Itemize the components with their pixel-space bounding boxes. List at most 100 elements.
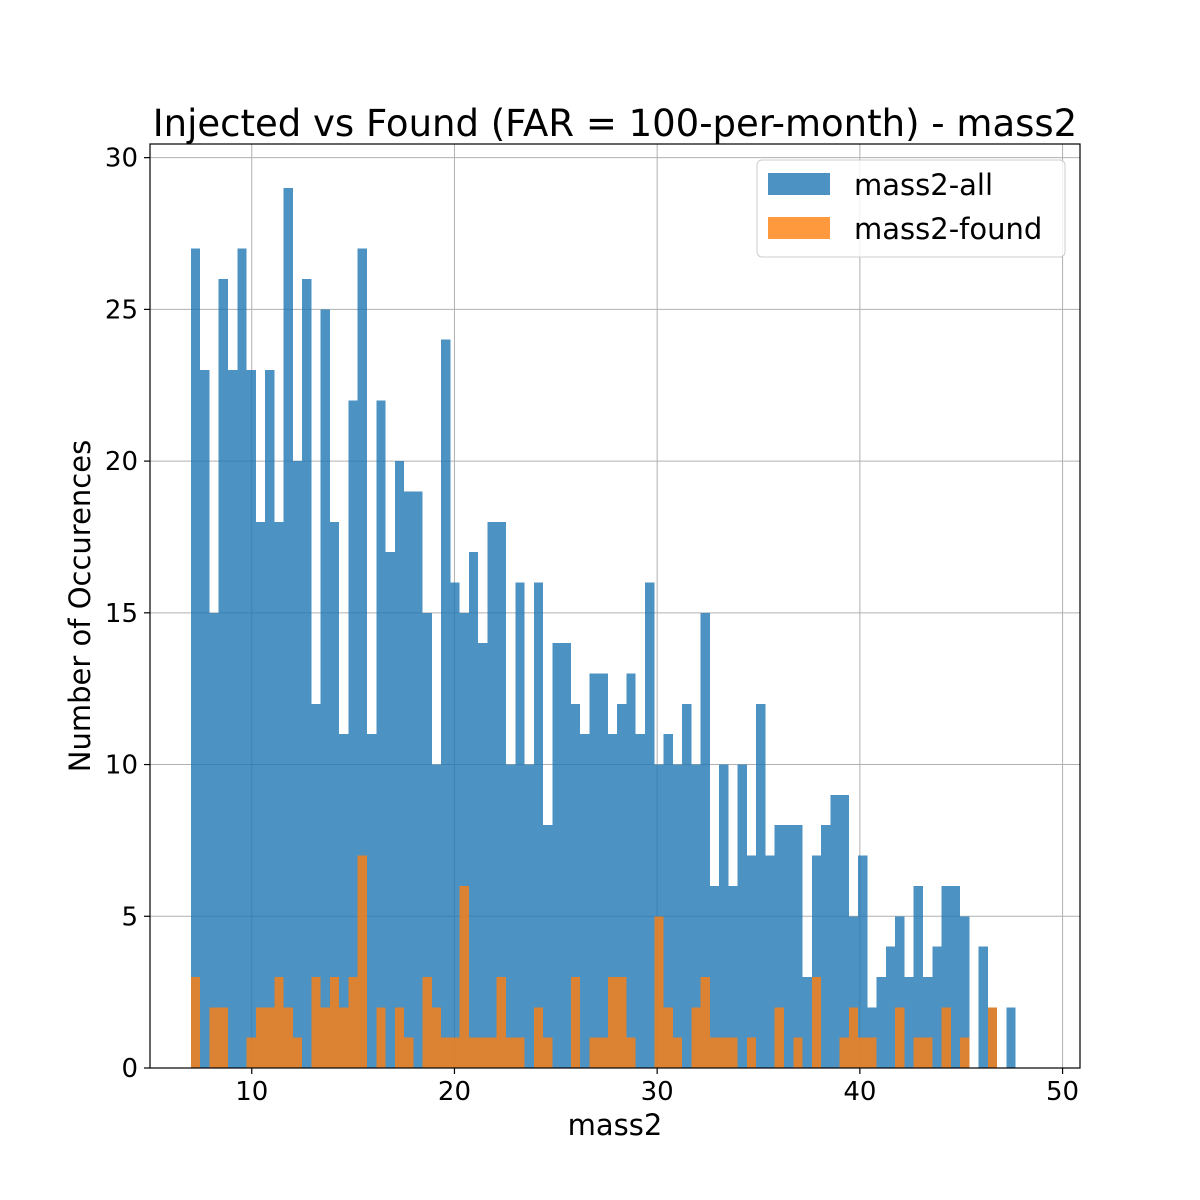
bar-mass2-all — [950, 885, 961, 1068]
x-tick-label: 40 — [843, 1077, 876, 1107]
bar-mass2-found — [459, 885, 469, 1068]
bar-mass2-all — [376, 400, 386, 1068]
bar-mass2-all — [320, 309, 330, 1069]
x-tick-label: 20 — [438, 1077, 471, 1107]
y-tick-label: 10 — [105, 751, 138, 781]
bar-mass2-all — [663, 734, 673, 1068]
bar-mass2-found — [719, 1037, 729, 1068]
bar-mass2-all — [885, 946, 896, 1068]
bar-mass2-found — [292, 1037, 303, 1068]
bar-mass2-found — [709, 1037, 720, 1068]
bar-mass2-all — [385, 552, 395, 1068]
bar-mass2-all — [672, 764, 683, 1068]
y-tick-label: 20 — [105, 447, 138, 477]
bar-mass2-all — [746, 855, 757, 1068]
legend-box — [756, 159, 1066, 258]
bar-mass2-found — [218, 1007, 229, 1068]
y-tick-label: 0 — [121, 1054, 138, 1084]
bar-mass2-all — [858, 855, 868, 1068]
bar-mass2-all — [783, 825, 794, 1068]
bar-mass2-found — [960, 1037, 970, 1068]
bar-mass2-found — [376, 1007, 386, 1068]
bar-mass2-all — [413, 491, 423, 1069]
y-tick-label: 5 — [121, 902, 138, 932]
bar-mass2-all — [459, 612, 469, 1068]
bar-mass2-all — [922, 976, 933, 1068]
bar-mass2-all — [533, 582, 544, 1068]
bar-mass2-all — [468, 552, 479, 1068]
bar-mass2-all — [283, 188, 293, 1068]
bar-mass2-found — [255, 1007, 266, 1068]
bar-mass2-all — [719, 764, 729, 1068]
bar-mass2-all — [450, 582, 460, 1068]
bar-mass2-all — [228, 370, 238, 1068]
bar-mass2-found — [848, 1007, 859, 1068]
bar-mass2-found — [654, 916, 664, 1068]
bar-mass2-found — [348, 976, 358, 1068]
legend: mass2-all mass2-found — [756, 159, 1066, 258]
plot-frame — [149, 143, 1081, 1069]
bar-mass2-found — [691, 1007, 701, 1068]
bar-mass2-all — [728, 885, 738, 1068]
bar-mass2-found — [672, 1037, 683, 1068]
bar-mass2-found — [283, 1007, 293, 1068]
bar-mass2-found — [913, 1037, 923, 1068]
bar-mass2-all — [839, 794, 849, 1068]
x-tick-label: 30 — [641, 1077, 674, 1107]
bar-mass2-all — [756, 703, 766, 1068]
bar-mass2-all — [200, 370, 210, 1068]
bar-mass2-all — [895, 916, 905, 1068]
bar-mass2-found — [265, 1007, 275, 1068]
legend-swatch-mass2-found — [768, 217, 830, 239]
bar-mass2-found — [607, 976, 618, 1068]
bar-mass2-all — [311, 703, 321, 1068]
chart-title: Injected vs Found (FAR = 100-per-month) … — [153, 102, 1077, 145]
bar-mass2-all — [802, 976, 812, 1068]
bar-mass2-found — [589, 1037, 599, 1068]
bar-mass2-found — [496, 976, 507, 1068]
bar-mass2-found — [190, 976, 201, 1068]
bar-mass2-found — [839, 1037, 849, 1068]
y-tick-label: 30 — [105, 144, 138, 174]
bar-mass2-found — [320, 1007, 330, 1068]
bar-mass2-all — [682, 703, 692, 1068]
bar-mass2-found — [858, 1037, 868, 1068]
bar-mass2-found — [394, 1007, 405, 1068]
bar-mass2-all — [645, 582, 655, 1068]
bar-mass2-all — [255, 521, 266, 1068]
bar-mass2-all — [209, 612, 219, 1068]
bar-mass2-all — [830, 794, 840, 1068]
legend-label-mass2-found: mass2-found — [854, 212, 1042, 246]
bar-mass2-all — [580, 734, 590, 1068]
bar-mass2-all — [394, 461, 405, 1068]
bar-mass2-found — [533, 1007, 544, 1068]
bar-mass2-all — [478, 643, 488, 1068]
bar-mass2-found — [774, 1007, 784, 1068]
bar-mass2-all — [552, 643, 562, 1068]
bar-mass2-all — [246, 370, 256, 1068]
bar-mass2-all — [431, 764, 442, 1068]
bar-mass2-all — [292, 461, 303, 1068]
bar-mass2-all — [774, 825, 784, 1068]
bar-mass2-found — [478, 1037, 488, 1068]
bar-mass2-found — [441, 1037, 451, 1068]
bar-mass2-all — [589, 673, 599, 1068]
legend-label-mass2-all: mass2-all — [854, 168, 993, 202]
y-tick-label: 15 — [105, 599, 138, 629]
y-axis-label: Number of Occurences — [63, 440, 97, 772]
bar-mass2-found — [598, 1037, 608, 1068]
bar-mass2-all — [515, 582, 525, 1068]
bar-mass2-all — [218, 279, 229, 1068]
bar-mass2-all — [913, 885, 923, 1068]
bar-mass2-found — [941, 1007, 951, 1068]
bar-mass2-all — [607, 734, 618, 1068]
bar-mass2-found — [867, 1037, 877, 1068]
bar-mass2-all — [978, 946, 988, 1068]
bar-mass2-found — [922, 1037, 933, 1068]
bar-mass2-all — [570, 703, 581, 1068]
bar-mass2-all — [626, 673, 636, 1068]
x-tick-label: 10 — [235, 1077, 268, 1107]
bar-mass2-all — [329, 521, 340, 1068]
bar-mass2-found — [209, 1007, 219, 1068]
